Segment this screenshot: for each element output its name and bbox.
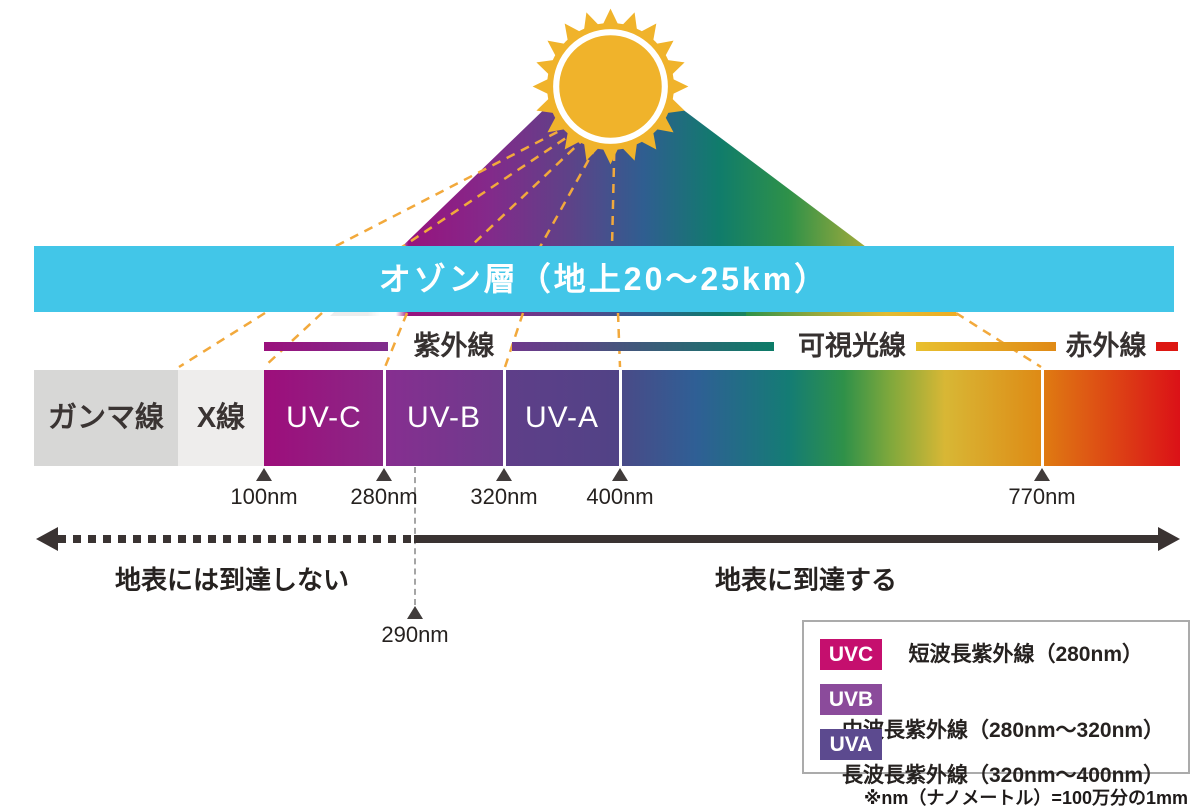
uv-range-line [264, 342, 388, 351]
tick-marker-400nm [612, 468, 628, 481]
arrow-left-head [36, 527, 58, 551]
uvc-description: 短波長紫外線（280nm） [908, 643, 1143, 666]
not-reach-surface-label: 地表には到達しない [114, 565, 349, 595]
band-uvc: UV-C [264, 370, 384, 466]
band-separator [619, 370, 622, 466]
nm-footnote: ※nm（ナノメートル）=100万分の1mm [863, 788, 1188, 808]
tick-label-100nm: 100nm [230, 484, 298, 509]
ozone-layer-band: オゾン層（地上20～25km） [34, 246, 1174, 312]
arrow-solid-segment [414, 535, 1158, 543]
band-separator [503, 370, 506, 466]
visible-to-infrared-line [916, 342, 1056, 351]
band-xray: X線 [178, 370, 264, 466]
uvb-badge: UVB [820, 684, 882, 715]
legend-row-uvb: UVB 中波長紫外線（280nm～320nm） [820, 684, 1188, 742]
infrared-line-end [1156, 342, 1178, 351]
uvb-description: 中波長紫外線（280nm～320nm） [842, 719, 1165, 742]
uv-to-visible-line [512, 342, 774, 351]
infrared-range-label: 赤外線 [1065, 331, 1147, 361]
visible-range-label: 可視光線 [798, 331, 906, 361]
uva-description: 長波長紫外線（320nm～400nm） [842, 764, 1165, 787]
290nm-marker [407, 606, 423, 619]
arrow-right-head [1158, 527, 1180, 551]
legend-row-uvc: UVC 短波長紫外線（280nm） [820, 639, 1143, 670]
band-separator [1041, 370, 1044, 466]
band-uvb: UV-B [384, 370, 504, 466]
tick-marker-280nm [376, 468, 392, 481]
uv-range-label: 紫外線 [413, 331, 495, 361]
band-visible [620, 370, 1042, 466]
band-separator [383, 370, 386, 466]
band-infrared [1042, 370, 1180, 466]
290nm-label: 290nm [381, 622, 449, 647]
arrow-dotted-segment [58, 535, 414, 543]
sun-icon [532, 8, 689, 165]
tick-label-320nm: 320nm [470, 484, 538, 509]
tick-marker-320nm [496, 468, 512, 481]
tick-label-400nm: 400nm [586, 484, 654, 509]
uv-legend-box: UVC 短波長紫外線（280nm） UVB 中波長紫外線（280nm～320nm… [802, 620, 1190, 787]
band-gamma: ガンマ線 [34, 370, 178, 466]
tick-label-280nm: 280nm [350, 484, 418, 509]
tick-marker-100nm [256, 468, 272, 481]
sunlight-fan-sliver [746, 310, 956, 316]
tick-marker-770nm [1034, 468, 1050, 481]
uvc-badge: UVC [820, 639, 882, 670]
band-uva: UV-A [504, 370, 620, 466]
reach-surface-label: 地表に到達する [714, 565, 897, 595]
legend-row-uva: UVA 長波長紫外線（320nm～400nm） [820, 729, 1188, 787]
tick-label-770nm: 770nm [1008, 484, 1076, 509]
uva-badge: UVA [820, 729, 882, 760]
